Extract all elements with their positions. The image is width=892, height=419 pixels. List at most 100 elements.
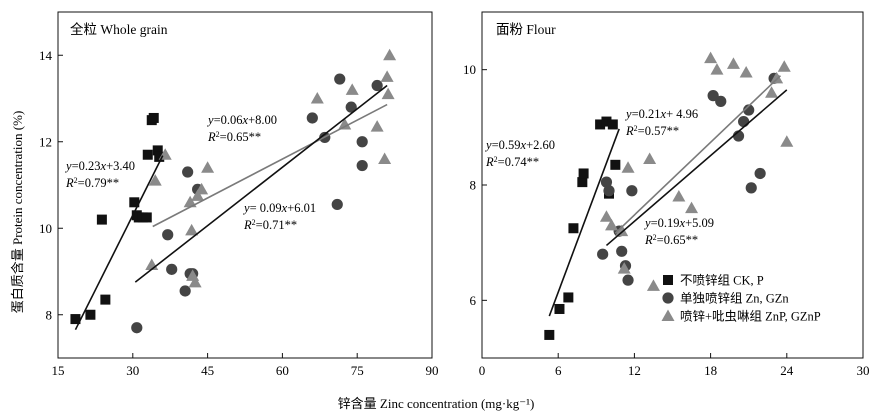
data-point [380, 70, 394, 82]
data-point [131, 322, 143, 334]
data-point [643, 152, 657, 165]
fit-equation-label: y=0.21x+ 4.96 [624, 107, 698, 121]
data-point [780, 135, 794, 147]
fit-r2-label: R2=0.65** [207, 130, 261, 145]
data-point [770, 71, 784, 84]
fit-line-1 [74, 155, 164, 331]
data-point [383, 48, 397, 61]
data-point [704, 51, 718, 64]
panel-title: 全粒 Whole grain [70, 21, 168, 37]
fit-r2-label: R2=0.74** [485, 155, 539, 170]
data-point [578, 168, 589, 179]
fit-r2-label: R2=0.57** [625, 124, 679, 139]
data-point [617, 262, 631, 274]
data-point [345, 83, 359, 95]
fit-line-3 [134, 84, 388, 283]
data-point [707, 90, 719, 102]
fit-equation-label: y=0.59x+2.60 [484, 138, 555, 152]
legend-marker [663, 275, 673, 285]
data-point [371, 79, 383, 92]
y-tick-label: 8 [46, 307, 53, 322]
data-point [182, 166, 194, 178]
x-axis-label: 锌含量 Zinc concentration (mg·kg⁻¹) [338, 396, 535, 411]
data-point [597, 248, 609, 260]
data-point [356, 159, 368, 172]
data-point [166, 263, 178, 275]
data-point [554, 303, 565, 314]
x-tick-label: 60 [276, 363, 289, 378]
data-point [738, 115, 750, 128]
legend-label: 喷锌+吡虫啉组 ZnP, GZnP [680, 310, 821, 324]
x-tick-label: 90 [426, 363, 439, 378]
fit-r2-label: R2=0.71** [243, 218, 297, 233]
data-point [710, 63, 724, 75]
data-point [185, 223, 199, 236]
x-tick-label: 75 [351, 363, 364, 378]
series-3 [145, 48, 397, 288]
data-point [544, 329, 555, 340]
plot-frame [481, 11, 864, 359]
series-1 [544, 116, 621, 340]
chart-panel-2: 0 6 12 18 24 30 6 8 10 面粉 Flour y=0.59x+2.60 R2=0.7… [463, 11, 870, 378]
data-point [595, 119, 606, 130]
legend-marker [662, 292, 674, 304]
data-point [370, 120, 384, 132]
fit-equation-label: y= 0.09x+6.01 [242, 201, 316, 215]
data-point [195, 182, 209, 195]
data-point [672, 190, 686, 202]
plot-frame [57, 11, 433, 359]
data-point [754, 167, 766, 180]
data-point [600, 176, 613, 188]
data-point [356, 136, 368, 148]
data-point [607, 119, 618, 130]
legend-label: 单独喷锌组 Zn, GZn [680, 292, 789, 306]
data-point [378, 152, 392, 165]
data-point [603, 185, 615, 197]
data-point [381, 87, 395, 100]
fit-equation-label: y=0.23x+3.40 [64, 159, 135, 173]
series-2 [597, 72, 780, 286]
data-point [129, 197, 140, 208]
x-tick-label: 45 [201, 363, 214, 378]
y-axis-label: 蛋白质含量 Protein concentration (%) [10, 111, 25, 314]
y-tick-label: 12 [39, 134, 52, 149]
data-point [331, 198, 343, 211]
data-point [148, 112, 159, 123]
legend: 不喷锌组 CK, P 单独喷锌组 Zn, GZn 喷锌+吡虫啉组 ZnP, GZnP [661, 274, 821, 324]
y-tick-label: 6 [470, 293, 477, 308]
fit-line-3 [605, 89, 788, 247]
data-point [601, 116, 612, 127]
data-point [179, 285, 191, 297]
x-tick-label: 15 [52, 363, 65, 378]
x-tick-label: 24 [780, 363, 794, 378]
fit-line-1 [548, 128, 620, 317]
fit-r2-label: R2=0.65** [644, 233, 698, 248]
data-point [616, 245, 628, 257]
fit-line-2 [152, 103, 388, 228]
data-point [70, 314, 81, 325]
data-point [201, 161, 215, 173]
data-point [85, 309, 96, 320]
y-tick-label: 14 [39, 48, 53, 63]
data-point [96, 214, 107, 225]
data-point [646, 279, 660, 291]
data-point [345, 101, 357, 113]
fit-equation-label: y=0.06x+8.00 [206, 113, 277, 127]
data-point [310, 92, 324, 104]
x-tick-label: 6 [555, 363, 562, 378]
data-point [183, 195, 197, 208]
data-point [621, 161, 635, 173]
data-point [334, 73, 346, 85]
y-tick-label: 10 [39, 221, 52, 236]
legend-label: 不喷锌组 CK, P [680, 274, 764, 288]
data-point [739, 66, 753, 78]
x-tick-label: 0 [479, 363, 486, 378]
x-tick-label: 30 [126, 363, 139, 378]
panel-title: 面粉 Flour [496, 22, 556, 37]
data-point [152, 145, 163, 156]
series-2 [131, 73, 383, 334]
data-point [599, 210, 613, 222]
series-1 [70, 112, 165, 325]
data-point [154, 151, 165, 162]
